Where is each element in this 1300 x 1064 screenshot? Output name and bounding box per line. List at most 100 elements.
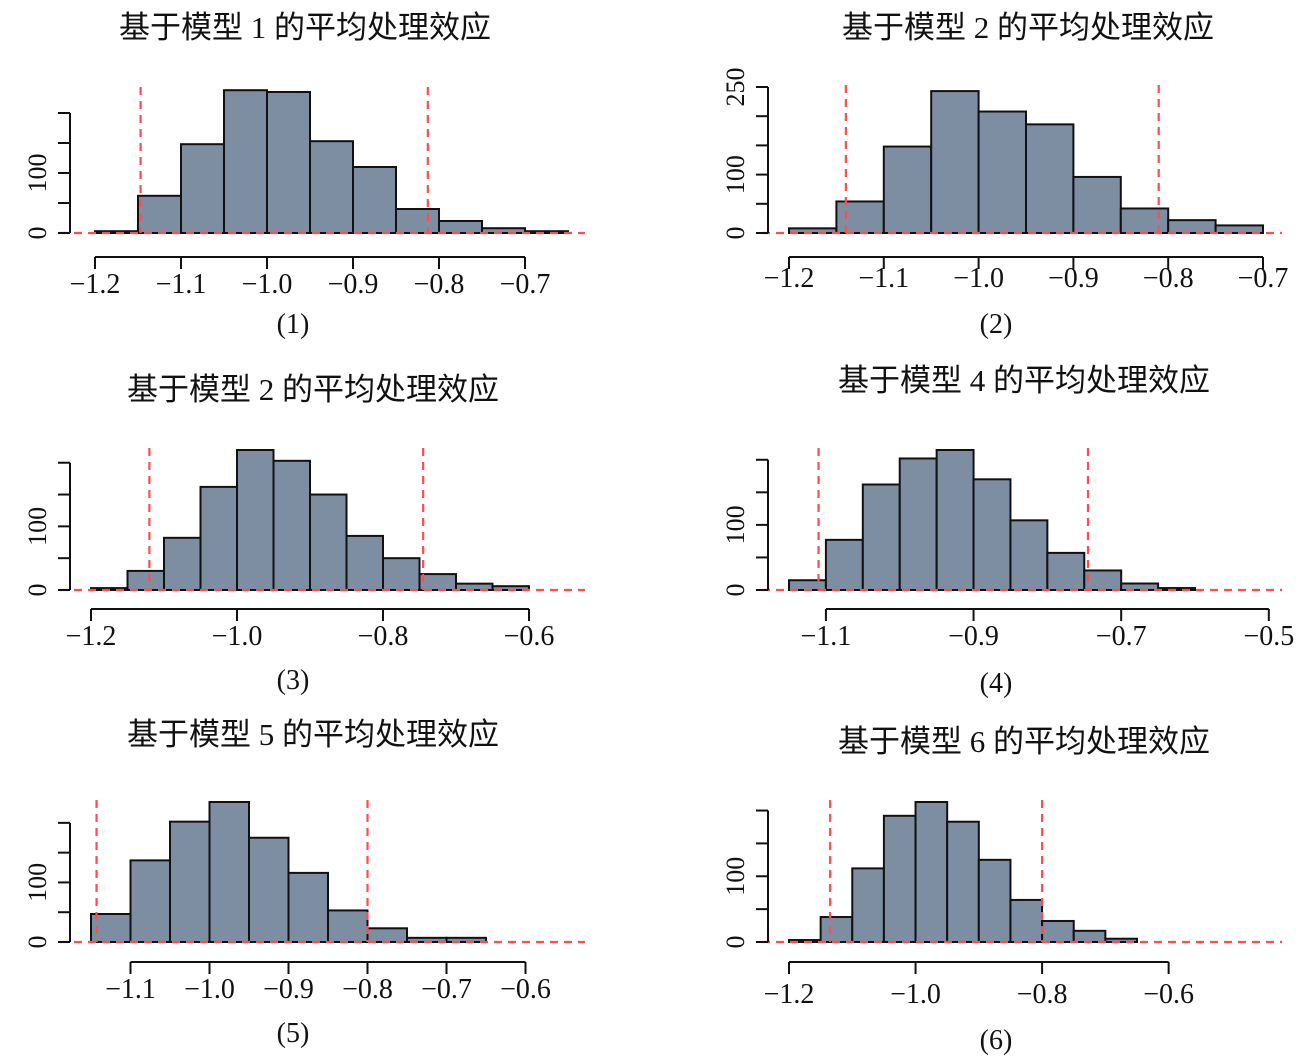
histogram-bar bbox=[352, 166, 397, 234]
x-tick-label: −0.9 bbox=[948, 621, 999, 652]
x-tick-label: −1.1 bbox=[858, 263, 909, 294]
y-tick-label: 0 bbox=[721, 227, 750, 240]
histogram-bar bbox=[180, 143, 225, 234]
panel-caption: (6) bbox=[980, 1025, 1013, 1056]
histogram-panel-5: 基于模型 5 的平均处理效应 0 100 −1.1 −1.0 −0.9 −0.8 −0.7 −0… bbox=[23, 717, 585, 1049]
histogram-bar bbox=[835, 200, 885, 235]
histogram-bar bbox=[1009, 519, 1049, 591]
y-tick-label: 100 bbox=[721, 505, 750, 544]
histogram-panel-2: 基于模型 2 的平均处理效应 0 100 250 −1.2 −1.1 −1.0 −0.9 −0.… bbox=[721, 10, 1288, 340]
x-tick-label: −1.0 bbox=[242, 269, 293, 300]
panel-caption: (3) bbox=[277, 665, 310, 696]
histogram-bar bbox=[882, 145, 933, 234]
y-tick-label: 100 bbox=[23, 507, 52, 546]
histogram-bar bbox=[266, 91, 311, 234]
histogram-bar bbox=[309, 493, 348, 591]
y-tick-label: 0 bbox=[23, 227, 52, 240]
x-tick-label: −1.2 bbox=[70, 269, 121, 300]
chart-title: 基于模型 5 的平均处理效应 bbox=[127, 717, 499, 752]
histogram-bar bbox=[366, 927, 408, 943]
x-tick-label: −1.2 bbox=[764, 979, 815, 1010]
histogram-bar bbox=[1083, 569, 1123, 591]
histogram-bar bbox=[851, 867, 885, 943]
y-tick-label: 0 bbox=[721, 936, 750, 949]
histogram-bar bbox=[977, 858, 1012, 944]
x-tick-label: −0.5 bbox=[1243, 621, 1294, 652]
histogram-bar bbox=[438, 220, 483, 234]
histogram-bar bbox=[819, 916, 854, 944]
panel-caption: (2) bbox=[980, 309, 1013, 340]
histogram-bar bbox=[199, 485, 238, 591]
histogram-bar bbox=[137, 194, 182, 235]
x-tick-label: −1.2 bbox=[66, 621, 117, 652]
x-tick-label: −0.7 bbox=[421, 974, 472, 1005]
histogram-bar bbox=[395, 208, 440, 234]
histogram-bar bbox=[898, 457, 938, 591]
histogram-bar bbox=[1119, 207, 1170, 234]
histogram-bar bbox=[1214, 224, 1264, 235]
histogram-bar bbox=[223, 89, 268, 234]
histogram-bar bbox=[930, 90, 980, 234]
x-tick-label: −0.9 bbox=[328, 269, 379, 300]
x-tick-label: −1.1 bbox=[105, 974, 156, 1005]
chart-title: 基于模型 2 的平均处理效应 bbox=[127, 372, 499, 407]
x-tick-label: −0.9 bbox=[1048, 263, 1099, 294]
histogram-bar bbox=[1009, 898, 1044, 943]
y-tick-label: 250 bbox=[721, 68, 750, 107]
histogram-panel-3: 基于模型 2 的平均处理效应 0 100 −1.2 −1.0 −0.8 −0.6 (3) bbox=[23, 372, 585, 696]
chart-title: 基于模型 2 的平均处理效应 bbox=[842, 10, 1214, 45]
histogram-bar bbox=[861, 483, 901, 591]
histogram-bar bbox=[287, 871, 329, 943]
histogram-bar bbox=[236, 449, 275, 591]
x-tick-label: −1.1 bbox=[801, 621, 852, 652]
histogram-panel-1: 基于模型 1 的平均处理效应 0 100 −1.2 −1.1 −1.0 −0.9 −0.8 −0… bbox=[23, 10, 585, 340]
y-tick-label: 100 bbox=[721, 857, 750, 896]
histogram-bar bbox=[481, 227, 526, 234]
x-tick-label: −0.8 bbox=[1143, 263, 1194, 294]
x-tick-label: −0.9 bbox=[263, 974, 314, 1005]
histogram-panel-4: 基于模型 4 的平均处理效应 0 100 −1.1 −0.9 −0.7 −0.5 (4) bbox=[721, 363, 1294, 699]
histogram-bar bbox=[788, 579, 827, 591]
x-tick-label: −0.8 bbox=[1017, 979, 1068, 1010]
histogram-bar bbox=[208, 801, 250, 943]
x-tick-label: −1.1 bbox=[156, 269, 207, 300]
histogram-bar bbox=[977, 110, 1027, 234]
histogram-bar bbox=[1120, 582, 1160, 591]
histogram-bar bbox=[272, 459, 311, 591]
chart-title: 基于模型 1 的平均处理效应 bbox=[119, 10, 491, 45]
histogram-bar bbox=[327, 909, 369, 944]
x-tick-label: −0.8 bbox=[414, 269, 465, 300]
histogram-bar bbox=[935, 449, 975, 591]
x-tick-label: −0.7 bbox=[1238, 263, 1289, 294]
x-tick-label: −1.0 bbox=[890, 979, 941, 1010]
y-tick-label: 100 bbox=[721, 155, 750, 194]
histogram-bar bbox=[1046, 551, 1086, 592]
histogram-bar bbox=[418, 573, 457, 591]
x-tick-label: −0.6 bbox=[1143, 979, 1194, 1010]
histogram-bar bbox=[1041, 919, 1075, 944]
histogram-bar bbox=[882, 814, 917, 943]
y-tick-label: 0 bbox=[23, 584, 52, 597]
x-tick-label: −1.0 bbox=[953, 263, 1004, 294]
x-tick-label: −0.8 bbox=[358, 621, 409, 652]
x-tick-label: −0.6 bbox=[500, 974, 551, 1005]
histogram-bar bbox=[169, 820, 211, 943]
histogram-bar bbox=[1072, 929, 1107, 944]
histogram-bar bbox=[914, 801, 949, 943]
histogram-bar bbox=[126, 569, 165, 592]
x-tick-label: −1.0 bbox=[212, 621, 263, 652]
chart-title: 基于模型 4 的平均处理效应 bbox=[838, 363, 1210, 398]
panel-caption: (1) bbox=[277, 309, 310, 340]
y-tick-label: 100 bbox=[23, 863, 52, 902]
histogram-bar bbox=[972, 478, 1012, 592]
histogram-bar bbox=[345, 534, 384, 592]
histogram-bar bbox=[1072, 175, 1122, 235]
histogram-bar bbox=[309, 140, 354, 234]
panel-caption: (4) bbox=[980, 668, 1013, 699]
x-tick-label: −1.2 bbox=[764, 263, 815, 294]
x-tick-label: −0.6 bbox=[504, 621, 555, 652]
chart-title: 基于模型 6 的平均处理效应 bbox=[838, 724, 1210, 759]
histogram-bar bbox=[382, 557, 421, 592]
